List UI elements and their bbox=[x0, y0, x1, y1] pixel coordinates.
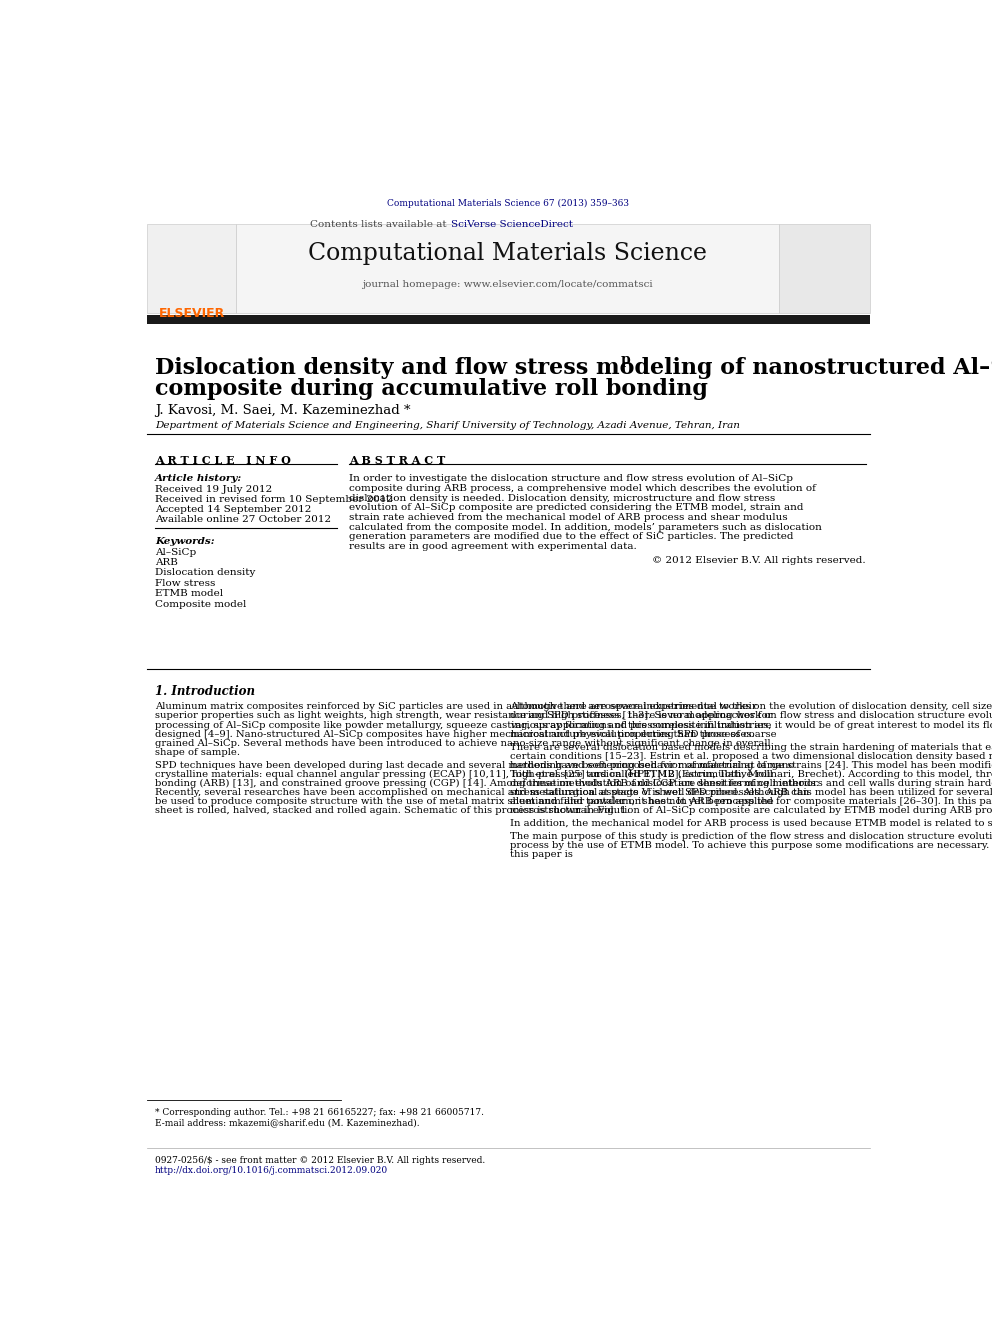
Text: ETMB model: ETMB model bbox=[155, 589, 223, 598]
Text: during SPD processes, there is no modeling work on flow stress and dislocation s: during SPD processes, there is no modeli… bbox=[510, 712, 992, 721]
Text: microstructural evolution of Al–SiCp composite are calculated by ETMB model duri: microstructural evolution of Al–SiCp com… bbox=[510, 806, 992, 815]
Text: There are several dislocation based models describing the strain hardening of ma: There are several dislocation based mode… bbox=[510, 742, 992, 751]
Text: certain conditions [15–23]. Estrin et al. proposed a two dimensional dislocation: certain conditions [15–23]. Estrin et al… bbox=[510, 751, 992, 761]
Text: 0927-0256/$ - see front matter © 2012 Elsevier B.V. All rights reserved.: 0927-0256/$ - see front matter © 2012 El… bbox=[155, 1156, 485, 1166]
Text: p: p bbox=[620, 353, 630, 366]
Text: designed [4–9]. Nano-structured Al–SiCp composites have higher mechanical and ph: designed [4–9]. Nano-structured Al–SiCp … bbox=[155, 730, 777, 738]
Text: Computational Materials Science: Computational Materials Science bbox=[309, 242, 707, 265]
Text: Department of Materials Science and Engineering, Sharif University of Technology: Department of Materials Science and Engi… bbox=[155, 421, 740, 430]
Text: Dislocation density and flow stress modeling of nanostructured Al–SiC: Dislocation density and flow stress mode… bbox=[155, 357, 992, 380]
Bar bbox=[147, 315, 870, 324]
Text: results are in good agreement with experimental data.: results are in good agreement with exper… bbox=[349, 542, 637, 550]
Text: journal homepage: www.elsevier.com/locate/commatsci: journal homepage: www.elsevier.com/locat… bbox=[362, 280, 653, 290]
Text: Computational Materials Science 67 (2013) 359–363: Computational Materials Science 67 (2013… bbox=[388, 198, 629, 208]
Bar bbox=[236, 224, 779, 312]
Text: J. Kavosi, M. Saei, M. Kazeminezhad *: J. Kavosi, M. Saei, M. Kazeminezhad * bbox=[155, 404, 411, 417]
Text: various applications of this composite in industries, it would be of great inter: various applications of this composite i… bbox=[510, 721, 992, 729]
Text: Available online 27 October 2012: Available online 27 October 2012 bbox=[155, 515, 331, 524]
Text: Al–SiCp: Al–SiCp bbox=[155, 548, 196, 557]
Text: composite during accumulative roll bonding: composite during accumulative roll bondi… bbox=[155, 378, 708, 401]
Text: sheet is rolled, halved, stacked and rolled again. Schematic of this process is : sheet is rolled, halved, stacked and rol… bbox=[155, 806, 630, 815]
Text: In addition, the mechanical model for ARB process is used because ETMB model is : In addition, the mechanical model for AR… bbox=[510, 819, 992, 828]
Text: superior properties such as light weights, high strength, wear resistance and hi: superior properties such as light weight… bbox=[155, 712, 773, 721]
Text: calculated from the composite model. In addition, models’ parameters such as dis: calculated from the composite model. In … bbox=[349, 523, 821, 532]
Text: ARB: ARB bbox=[155, 558, 178, 568]
Text: Although there are several experimental works on the evolution of dislocation de: Although there are several experimental … bbox=[510, 703, 992, 712]
Text: Dislocation density: Dislocation density bbox=[155, 569, 255, 577]
Text: Aluminum matrix composites reinforced by SiC particles are used in automotive an: Aluminum matrix composites reinforced by… bbox=[155, 703, 757, 712]
Text: E-mail address: mkazemi@sharif.edu (M. Kazeminezhad).: E-mail address: mkazemi@sharif.edu (M. K… bbox=[155, 1118, 420, 1127]
Text: Received 19 July 2012: Received 19 July 2012 bbox=[155, 486, 272, 495]
Text: deformation evolution of dislocation densities of cell interiors and cell walls : deformation evolution of dislocation den… bbox=[510, 779, 992, 789]
Text: 1. Introduction: 1. Introduction bbox=[155, 685, 255, 697]
Text: Contents lists available at: Contents lists available at bbox=[310, 221, 449, 229]
Text: generation parameters are modified due to the effect of SiC particles. The predi: generation parameters are modified due t… bbox=[349, 532, 794, 541]
Text: Flow stress: Flow stress bbox=[155, 578, 215, 587]
Text: this paper is: this paper is bbox=[510, 851, 572, 859]
Bar bbox=[779, 224, 870, 312]
Text: Toth et al. [25] and called ETMB (Estrin, Toth, Molinari, Brechet). According to: Toth et al. [25] and called ETMB (Estrin… bbox=[510, 770, 992, 779]
Text: be used to produce composite structure with the use of metal matrix sheet and fi: be used to produce composite structure w… bbox=[155, 796, 774, 806]
Text: Keywords:: Keywords: bbox=[155, 537, 214, 546]
Text: A B S T R A C T: A B S T R A C T bbox=[349, 455, 445, 466]
Text: hardening and softening behavior of material at large strains [24]. This model h: hardening and softening behavior of mate… bbox=[510, 761, 992, 770]
Text: shape of sample.: shape of sample. bbox=[155, 747, 240, 757]
Bar bbox=[147, 224, 236, 312]
Text: aluminum and tantalum, it has not yet been applied for composite materials [26–3: aluminum and tantalum, it has not yet be… bbox=[510, 796, 992, 806]
Text: SciVerse ScienceDirect: SciVerse ScienceDirect bbox=[451, 221, 573, 229]
Text: http://dx.doi.org/10.1016/j.commatsci.2012.09.020: http://dx.doi.org/10.1016/j.commatsci.20… bbox=[155, 1166, 388, 1175]
Text: microstructure evolution during SPD processes.: microstructure evolution during SPD proc… bbox=[510, 730, 755, 738]
Text: * Corresponding author. Tel.: +98 21 66165227; fax: +98 21 66005717.: * Corresponding author. Tel.: +98 21 661… bbox=[155, 1109, 484, 1117]
Text: Received in revised form 10 September 2012: Received in revised form 10 September 20… bbox=[155, 495, 393, 504]
Text: dislocation density is needed. Dislocation density, microstructure and flow stre: dislocation density is needed. Dislocati… bbox=[349, 493, 775, 503]
Text: A R T I C L E   I N F O: A R T I C L E I N F O bbox=[155, 455, 291, 466]
Text: grained Al–SiCp. Several methods have been introduced to achieve nano-size range: grained Al–SiCp. Several methods have be… bbox=[155, 738, 771, 747]
Text: © 2012 Elsevier B.V. All rights reserved.: © 2012 Elsevier B.V. All rights reserved… bbox=[652, 556, 866, 565]
Text: Article history:: Article history: bbox=[155, 475, 242, 483]
Text: composite during ARB process, a comprehensive model which describes the evolutio: composite during ARB process, a comprehe… bbox=[349, 484, 815, 493]
Text: Composite model: Composite model bbox=[155, 599, 246, 609]
Text: process by the use of ETMB model. To achieve this purpose some modifications are: process by the use of ETMB model. To ach… bbox=[510, 841, 992, 851]
Text: evolution of Al–SiCp composite are predicted considering the ETMB model, strain : evolution of Al–SiCp composite are predi… bbox=[349, 503, 804, 512]
Text: stress saturation at stage V is well described. Although this model has been uti: stress saturation at stage V is well des… bbox=[510, 789, 992, 796]
Text: Accepted 14 September 2012: Accepted 14 September 2012 bbox=[155, 505, 311, 515]
Text: In order to investigate the dislocation structure and flow stress evolution of A: In order to investigate the dislocation … bbox=[349, 475, 793, 483]
Text: strain rate achieved from the mechanical model of ARB process and shear modulus: strain rate achieved from the mechanical… bbox=[349, 513, 788, 523]
Text: bonding (ARB) [13], and constrained groove pressing (CGP) [14]. Among these meth: bonding (ARB) [13], and constrained groo… bbox=[155, 779, 818, 789]
Text: ELSEVIER: ELSEVIER bbox=[159, 307, 225, 320]
Text: crystalline materials: equal channel angular pressing (ECAP) [10,11], high-press: crystalline materials: equal channel ang… bbox=[155, 770, 773, 779]
Text: Recently, several researches have been accomplished on mechanical and metallurgi: Recently, several researches have been a… bbox=[155, 789, 809, 796]
Text: SPD techniques have been developed during last decade and several methods have b: SPD techniques have been developed durin… bbox=[155, 761, 795, 770]
Text: processing of Al–SiCp composite like powder metallurgy, squeeze casting, spray f: processing of Al–SiCp composite like pow… bbox=[155, 721, 772, 729]
Text: The main purpose of this study is prediction of the flow stress and dislocation : The main purpose of this study is predic… bbox=[510, 832, 992, 841]
